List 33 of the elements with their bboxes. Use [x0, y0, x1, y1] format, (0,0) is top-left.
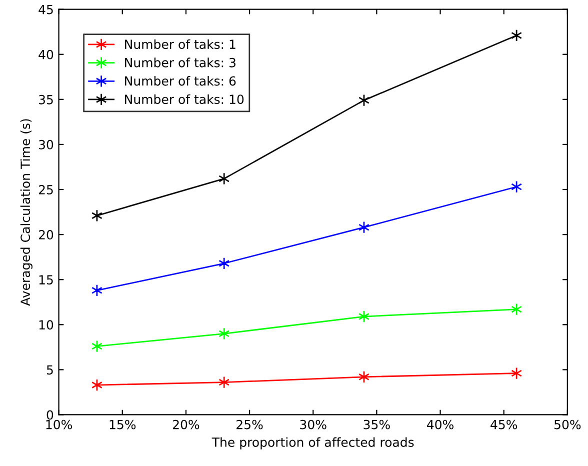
y-tick-label: 15 — [39, 275, 53, 285]
y-tick-label: 10 — [39, 320, 54, 330]
y-tick-label: 30 — [38, 140, 54, 150]
x-tick-label: 25% — [236, 420, 263, 430]
y-tick-label: 40 — [38, 50, 54, 60]
point — [511, 29, 522, 42]
legend-label: Number of taks: 6 — [125, 76, 236, 86]
point — [511, 367, 522, 380]
x-tick-label: 15% — [110, 420, 136, 430]
x-tick-label: 50% — [554, 420, 581, 430]
y-tick-label: 0 — [46, 410, 54, 420]
y-tick-label: 25 — [38, 184, 53, 194]
x-tick-label: 40% — [426, 420, 454, 430]
legend-label: Number of taks: 3 — [125, 58, 236, 68]
point — [218, 376, 230, 389]
point — [511, 303, 522, 316]
point — [511, 180, 522, 194]
y-axis-title: Averaged Calculation Time (s) — [20, 119, 32, 306]
point — [218, 257, 230, 270]
y-tick-label: 45 — [38, 4, 53, 14]
legend-label: Number of taks: 10 — [125, 94, 244, 104]
x-axis-title: The proportion of affected roads — [212, 437, 414, 450]
point — [218, 327, 230, 340]
x-tick-label: 10% — [46, 420, 72, 430]
x-tick-label: 20% — [172, 420, 200, 430]
y-tick-label: 5 — [46, 365, 53, 375]
x-tick-label: 30% — [300, 420, 326, 430]
x-tick-label: 45% — [490, 420, 518, 430]
point — [218, 172, 230, 185]
x-tick-label: 35% — [364, 420, 390, 430]
y-tick-label: 35 — [38, 94, 53, 104]
y-tick-label: 20 — [38, 230, 54, 240]
legend-label: Number of taks: 1 — [125, 39, 236, 49]
